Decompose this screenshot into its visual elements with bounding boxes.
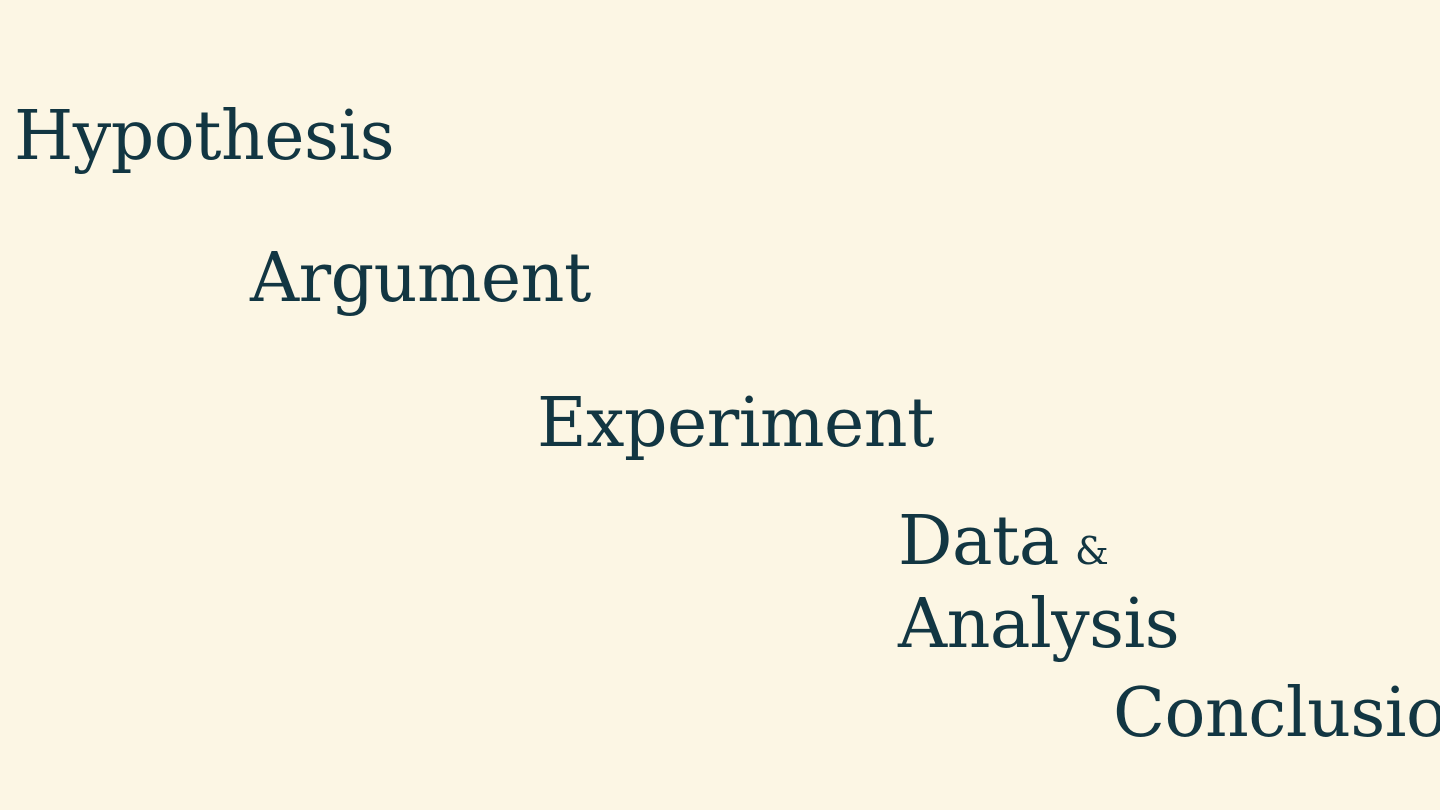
ampersand: & <box>1074 529 1109 573</box>
step-analysis: Analysis <box>898 585 1180 664</box>
step-experiment: Experiment <box>537 384 934 463</box>
step-hypothesis: Hypothesis <box>14 97 395 176</box>
step-conclusion: Conclusion <box>1113 674 1440 753</box>
step-data: Data <box>898 502 1059 581</box>
data-line: Data & <box>898 505 1179 588</box>
step-data-analysis: Data & Analysis <box>898 505 1180 664</box>
step-argument: Argument <box>250 239 591 318</box>
